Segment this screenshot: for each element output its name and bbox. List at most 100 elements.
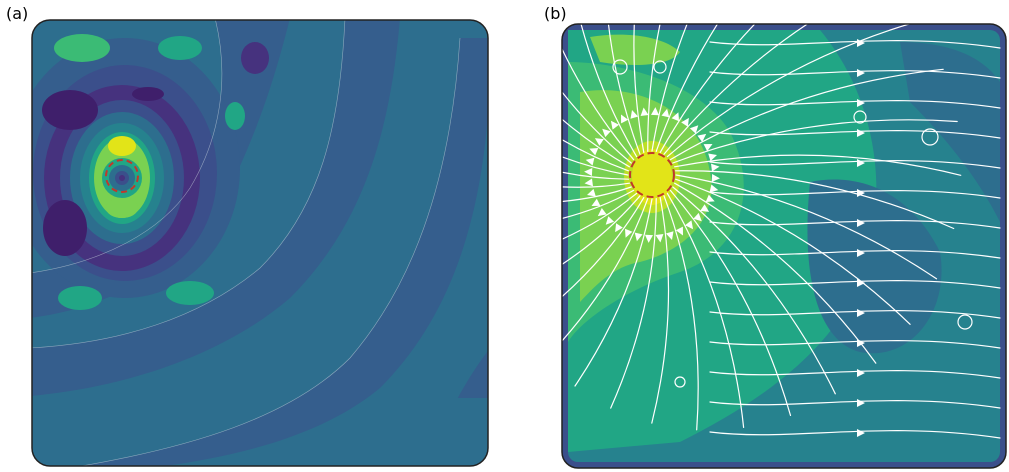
- streamline: [674, 154, 962, 176]
- streamline-arrow: [703, 144, 713, 152]
- streamline: [562, 197, 645, 328]
- panel-frame: [561, 23, 1007, 469]
- streamline: [709, 70, 1001, 79]
- streamline-arrow: [587, 188, 596, 197]
- streamline: [669, 189, 792, 416]
- streamline-arrow: [857, 339, 865, 347]
- eddy: [853, 110, 867, 124]
- field-region: [807, 179, 942, 354]
- streamline-arrow: [857, 159, 865, 167]
- contour-lobe: [241, 42, 269, 74]
- eddy-group: [612, 59, 973, 388]
- streamline: [659, 24, 848, 153]
- streamline: [574, 198, 653, 387]
- streamline: [562, 69, 629, 172]
- streamline-group: [562, 24, 1001, 439]
- eddy: [674, 376, 686, 388]
- streamline: [709, 400, 1001, 409]
- streamline-arrow: [602, 128, 611, 138]
- streamline-arrow: [645, 234, 653, 243]
- eddy: [957, 314, 973, 330]
- streamline-arrow: [671, 112, 679, 122]
- contour-lobe: [225, 102, 245, 130]
- streamline-arrow: [697, 133, 707, 142]
- streamline-arrow: [705, 194, 715, 202]
- streamline-arrow: [700, 204, 710, 212]
- streamline: [562, 106, 629, 176]
- streamline-arrow: [711, 174, 720, 182]
- streamline-arrow: [693, 212, 702, 222]
- streamline: [651, 197, 670, 424]
- streamline: [709, 190, 1001, 199]
- streamline-arrow: [589, 148, 599, 156]
- streamline-arrow: [857, 279, 865, 287]
- streamline: [672, 186, 836, 395]
- panel-frame: [31, 19, 489, 467]
- streamline: [647, 24, 703, 152]
- streamline: [663, 24, 888, 155]
- streamline-arrow: [857, 249, 865, 257]
- streamline-arrow: [857, 219, 865, 227]
- streamline: [675, 178, 911, 325]
- contour-lobe: [54, 34, 110, 62]
- streamline: [675, 174, 938, 280]
- streamline: [610, 198, 657, 409]
- streamline-arrow: [655, 234, 664, 243]
- streamline-arrow: [584, 178, 593, 187]
- streamline: [709, 220, 1001, 229]
- streamline: [633, 24, 653, 153]
- streamline-arrow: [711, 163, 720, 172]
- streamline: [666, 192, 745, 428]
- streamline-arrow: [857, 99, 865, 107]
- streamline-arrow: [634, 232, 643, 242]
- streamline: [709, 100, 1001, 109]
- streamline: [669, 68, 944, 161]
- streamline: [709, 370, 1001, 379]
- streamline: [562, 186, 632, 204]
- streamline: [709, 280, 1001, 289]
- streamline-arrow: [584, 168, 593, 176]
- streamline-arrow: [857, 399, 865, 407]
- streamline: [672, 119, 958, 164]
- streamline-arrow: [605, 216, 615, 225]
- streamline: [562, 174, 630, 188]
- streamline: [709, 40, 1001, 49]
- streamline-arrow: [651, 107, 659, 116]
- streamline: [603, 24, 641, 155]
- contour-core: [119, 175, 125, 181]
- streamline-arrow: [591, 198, 601, 206]
- streamline: [562, 198, 649, 360]
- streamline: [562, 189, 635, 230]
- streamline-arrow: [594, 138, 604, 146]
- streamline-arrow: [857, 369, 865, 377]
- streamline-arrow: [857, 69, 865, 77]
- streamline: [562, 24, 635, 161]
- streamline: [709, 430, 1001, 439]
- streamline-arrow: [857, 429, 865, 437]
- streamline: [563, 24, 638, 158]
- streamline: [651, 24, 753, 152]
- source-circle: [629, 152, 675, 198]
- streamline-arrow: [615, 223, 623, 233]
- contour-line: [32, 20, 346, 349]
- streamline-arrow: [689, 125, 699, 134]
- contour-band: [32, 20, 290, 318]
- contour-band: [70, 38, 488, 466]
- streamline-arrow: [665, 231, 674, 240]
- contour-band: [425, 398, 488, 466]
- field-region: [590, 34, 680, 65]
- streamline-arrow: [685, 220, 694, 230]
- panel-b-label: (b): [544, 4, 567, 23]
- streamline: [709, 340, 1001, 349]
- streamline-arrow: [709, 184, 719, 193]
- streamline: [562, 24, 632, 164]
- streamline-arrow: [708, 153, 717, 162]
- streamline: [709, 310, 1001, 319]
- streamline: [666, 24, 920, 158]
- streamline-arrow: [597, 208, 607, 217]
- streamline-arrow: [640, 107, 649, 116]
- streamline: [675, 170, 955, 230]
- streamline-arrow: [661, 108, 670, 118]
- contour-lobe: [158, 36, 202, 60]
- streamline: [674, 182, 877, 364]
